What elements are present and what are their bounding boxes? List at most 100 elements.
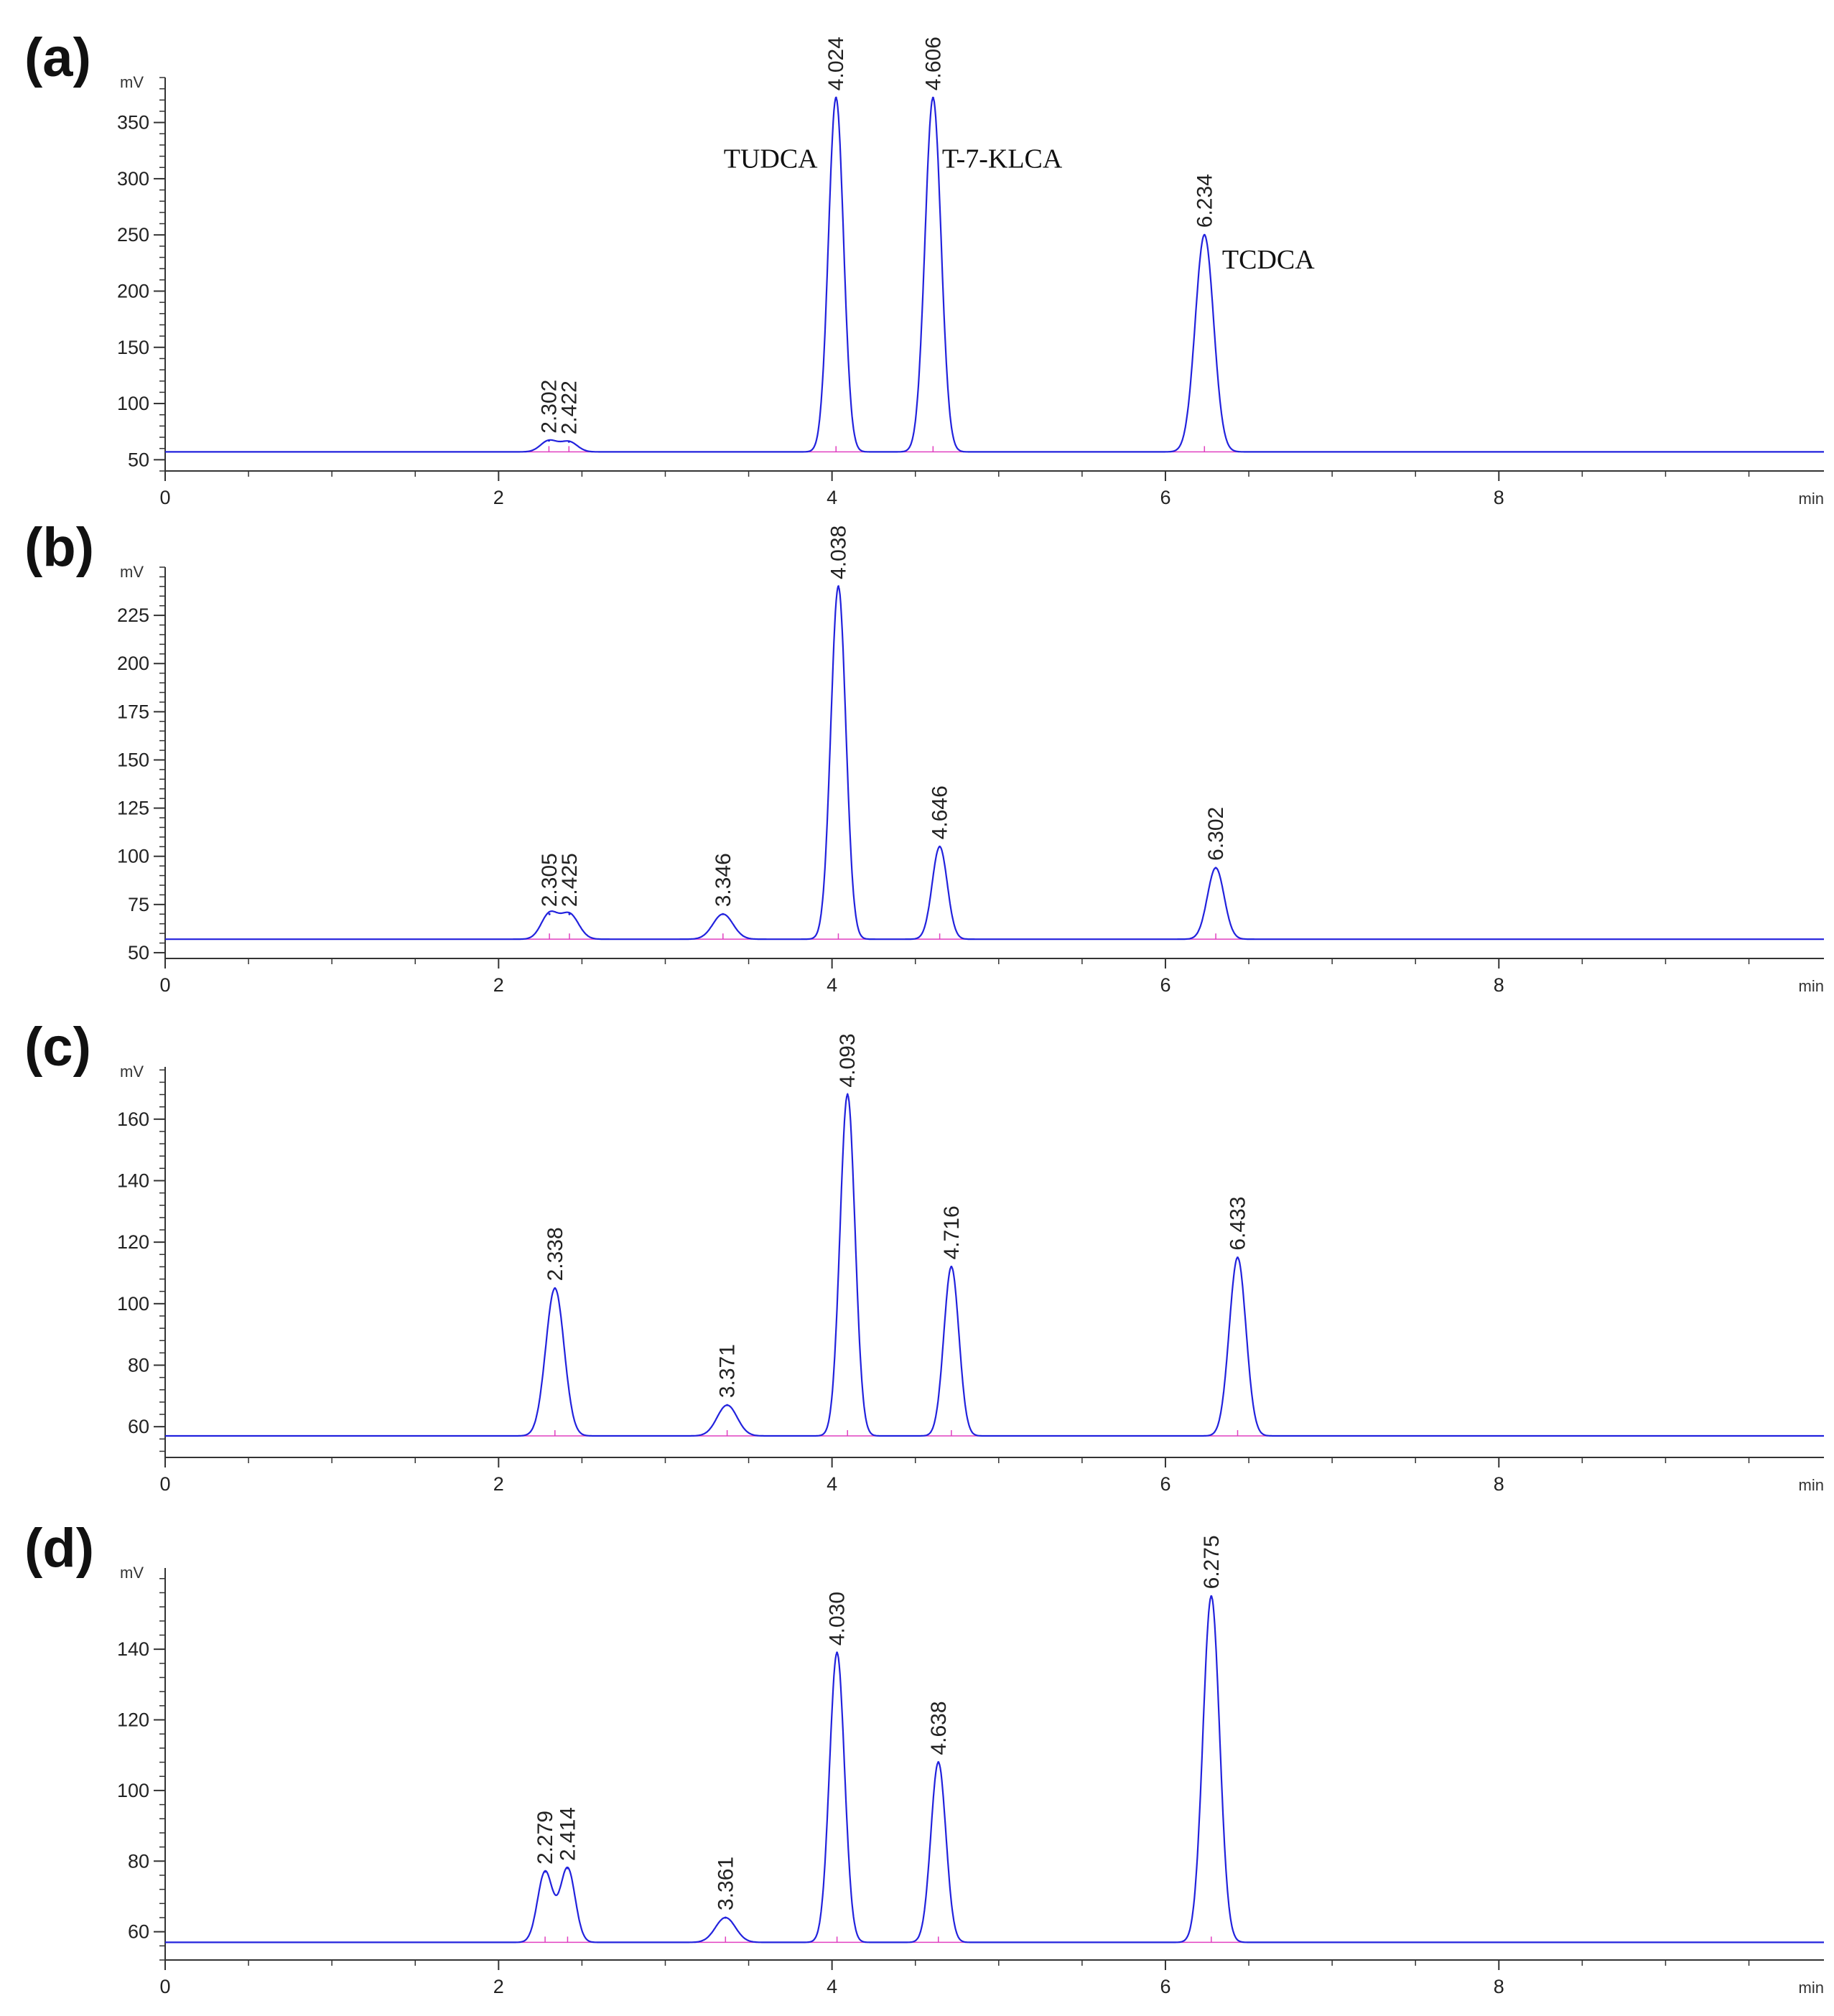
peak-apex [1236, 1256, 1239, 1259]
x-tick-label: 2 [493, 1976, 504, 1997]
y-tick-label: 150 [117, 337, 149, 358]
x-tick-label: 2 [493, 1473, 504, 1495]
y-tick-label: 120 [117, 1709, 149, 1731]
y-tick-label: 60 [128, 1416, 149, 1437]
peak-apex [931, 96, 934, 99]
compound-annotation: T-7-KLCA [942, 144, 1063, 174]
chart-panel-b: (b) mV 50 75 100 125 150 175 200 225 0 2 4 6 8 min 2.305… [24, 517, 1824, 996]
peak-label: 4.024 [824, 37, 848, 90]
peak-apex [567, 440, 570, 443]
peak-label: 2.279 [534, 1811, 557, 1865]
panel-label-a: (a) [24, 27, 91, 88]
y-tick-label: 200 [117, 653, 149, 674]
x-axis-unit-a: min [1799, 490, 1824, 508]
y-tick-label: 225 [117, 605, 149, 626]
chart-panel-c: (c) mV 60 80 100 120 140 160 0 2 4 6 8 min 2.338 3.371 4… [24, 1017, 1824, 1495]
peak-apex [568, 913, 571, 915]
peak-apex [939, 845, 941, 848]
compound-annotation: TCDCA [1222, 245, 1315, 275]
peak-label: 3.371 [716, 1344, 740, 1398]
peak-apex [837, 585, 839, 588]
y-tick-label: 125 [117, 798, 149, 819]
peak-apex [1210, 1595, 1213, 1597]
peak-label: 3.346 [712, 853, 735, 907]
peak-label: 2.305 [538, 853, 562, 907]
y-axis-unit-b: mV [120, 563, 144, 581]
y-tick-label: 100 [117, 1780, 149, 1801]
panel-label-c: (c) [24, 1017, 91, 1078]
y-tick-label: 140 [117, 1170, 149, 1191]
peak-label: 6.275 [1200, 1535, 1224, 1589]
x-tick-label: 8 [1494, 974, 1504, 996]
peak-apex [1214, 867, 1217, 869]
peak-label: 2.414 [556, 1807, 579, 1861]
peak-label: 2.422 [557, 381, 581, 434]
x-tick-label: 4 [827, 1473, 837, 1495]
peak-apex [722, 913, 725, 915]
x-axis-unit-b: min [1799, 977, 1824, 995]
x-tick-label: 8 [1494, 1473, 1504, 1495]
x-tick-label: 0 [159, 1473, 170, 1495]
y-tick-label: 50 [128, 942, 149, 963]
y-tick-label: 100 [117, 846, 149, 867]
x-tick-label: 2 [493, 974, 504, 996]
y-tick-label: 50 [128, 449, 149, 470]
peak-apex [834, 96, 837, 99]
chart-panel-a: (a) mV 50 100 150 200 250 300 350 0 2 4 6 8 min 2.3022.… [24, 27, 1824, 508]
compound-annotation: TUDCA [724, 144, 818, 174]
peak-apex [566, 1867, 569, 1870]
y-tick-label: 100 [117, 1293, 149, 1315]
y-tick-label: 140 [117, 1638, 149, 1660]
x-tick-label: 0 [159, 974, 170, 996]
peak-label: 2.425 [558, 853, 582, 907]
x-tick-label: 2 [493, 487, 504, 508]
signal-trace-b [165, 584, 1824, 941]
signal-trace-c [165, 1092, 1824, 1437]
y-axis-unit-d: mV [120, 1564, 144, 1582]
x-tick-label: 4 [827, 974, 837, 996]
peak-label: 4.638 [927, 1701, 951, 1755]
y-tick-label: 120 [117, 1231, 149, 1253]
x-tick-label: 6 [1160, 1473, 1170, 1495]
y-tick-label: 80 [128, 1354, 149, 1376]
peak-label: 4.030 [826, 1592, 849, 1646]
x-tick-label: 6 [1160, 1976, 1170, 1997]
x-tick-label: 8 [1494, 1976, 1504, 1997]
x-tick-label: 8 [1494, 487, 1504, 508]
peak-apex [724, 1916, 727, 1919]
x-tick-label: 4 [827, 487, 837, 508]
peak-apex [836, 1651, 839, 1654]
y-tick-label: 80 [128, 1850, 149, 1872]
peak-apex [544, 1870, 546, 1873]
peak-apex [937, 1761, 940, 1764]
y-tick-label: 75 [128, 894, 149, 915]
y-axis-unit-c: mV [120, 1063, 144, 1081]
peak-apex [1203, 233, 1206, 236]
signal-trace-d [165, 1595, 1824, 1943]
peak-label: 3.361 [714, 1857, 737, 1910]
y-tick-label: 60 [128, 1921, 149, 1943]
signal-trace-a [165, 96, 1824, 453]
x-tick-label: 4 [827, 1976, 837, 1997]
peak-label: 4.606 [921, 37, 945, 90]
peak-label: 4.716 [940, 1205, 964, 1259]
peak-label: 4.093 [836, 1033, 860, 1087]
peak-label: 6.234 [1193, 174, 1216, 228]
y-tick-label: 300 [117, 168, 149, 190]
x-tick-label: 0 [159, 1976, 170, 1997]
peak-label: 2.302 [537, 380, 561, 434]
y-tick-label: 100 [117, 393, 149, 414]
y-tick-label: 150 [117, 749, 149, 770]
peak-apex [726, 1404, 729, 1406]
peak-apex [554, 1287, 557, 1289]
y-tick-label: 160 [117, 1109, 149, 1130]
peak-label: 4.038 [827, 526, 850, 579]
y-tick-label: 175 [117, 701, 149, 722]
x-tick-label: 6 [1160, 974, 1170, 996]
peak-label: 2.338 [544, 1227, 567, 1281]
x-axis-unit-d: min [1799, 1979, 1824, 1997]
y-axis-unit-a: mV [120, 73, 144, 91]
panel-label-b: (b) [24, 517, 94, 578]
x-tick-label: 0 [159, 487, 170, 508]
